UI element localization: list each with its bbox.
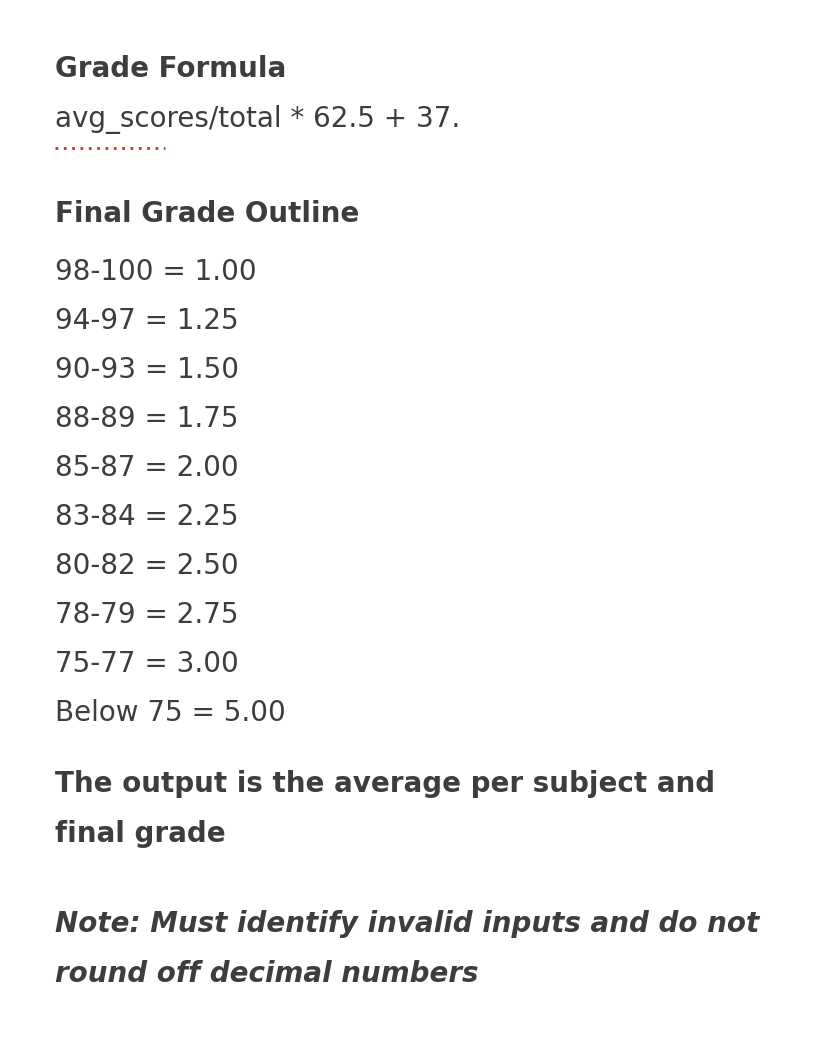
Text: 98-100 = 1.00: 98-100 = 1.00: [55, 258, 256, 286]
Text: Grade Formula: Grade Formula: [55, 55, 286, 83]
Text: 94-97 = 1.25: 94-97 = 1.25: [55, 307, 238, 335]
Text: final grade: final grade: [55, 820, 225, 848]
Text: avg_scores/total * 62.5 + 37.: avg_scores/total * 62.5 + 37.: [55, 105, 460, 134]
Text: The output is the average per subject and: The output is the average per subject an…: [55, 770, 715, 798]
Text: Below 75 = 5.00: Below 75 = 5.00: [55, 699, 285, 727]
Text: Note: Must identify invalid inputs and do not: Note: Must identify invalid inputs and d…: [55, 910, 758, 938]
Text: 83-84 = 2.25: 83-84 = 2.25: [55, 503, 238, 531]
Text: Final Grade Outline: Final Grade Outline: [55, 200, 359, 228]
Text: 78-79 = 2.75: 78-79 = 2.75: [55, 601, 238, 629]
Text: 85-87 = 2.00: 85-87 = 2.00: [55, 454, 238, 482]
Text: round off decimal numbers: round off decimal numbers: [55, 960, 478, 988]
Text: 75-77 = 3.00: 75-77 = 3.00: [55, 650, 238, 678]
Text: 88-89 = 1.75: 88-89 = 1.75: [55, 405, 238, 433]
Text: 90-93 = 1.50: 90-93 = 1.50: [55, 356, 239, 384]
Text: 80-82 = 2.50: 80-82 = 2.50: [55, 552, 238, 580]
